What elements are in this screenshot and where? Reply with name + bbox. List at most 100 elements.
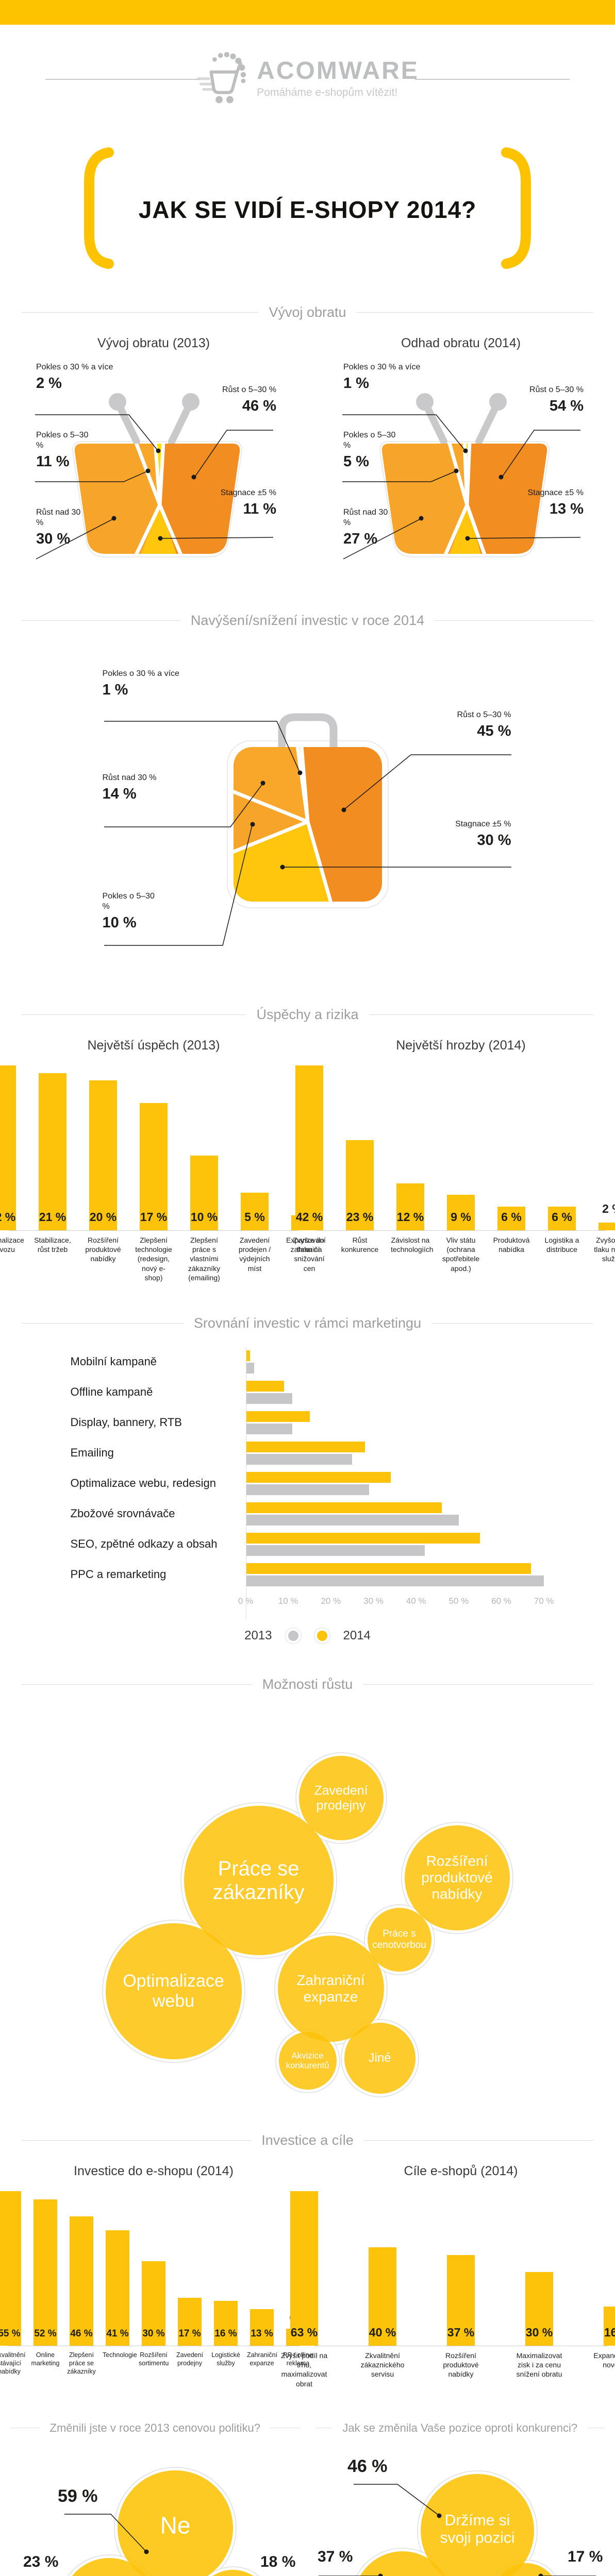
bar [447,2255,475,2346]
bar-column: 6 % Produktová nabídka [492,1065,531,1254]
bar-2013 [245,1453,353,1465]
callout-rust30-inv: Růst nad 30 % 14 % [102,773,157,802]
bubble-zahranicni-expanze: Zahraniční expanze [296,1972,365,2005]
bar-category: Stabilizace, růst tržeb [34,1236,71,1254]
chart-row: Mobilní kampaně [50,1347,566,1377]
bar-column: 5 % Zavedení prodejen / výdejních míst [235,1065,274,1273]
bar-chart-hrozby-2014: 42 % Zvyšování tlaku na snižování cen 23 … [293,1065,615,1273]
bar-chart-cile: 63 % Zvýšit podíl na trhu, maximalizovat … [281,2191,615,2388]
callout-stagnace-inv: Stagnace ±5 % 30 % [455,820,511,849]
bar [0,1065,16,1230]
bar [604,2306,615,2346]
callout-pokles530-2013: Pokles o 5–30 % 11 % [36,431,89,470]
bar-2013 [245,1575,544,1586]
row-label: Display, bannery, RTB [70,1416,182,1429]
main-title-block: JAK SE VIDÍ E-SHOPY 2014? [0,147,615,272]
section-title-pozice: Jak se změnila Vaše pozice oproti konkur… [315,2421,605,2435]
bar-category: Zkvalitnění stávající nabídky [0,2351,26,2376]
bar-value: 17 % [178,2328,201,2339]
acomware-cart-logo-icon [196,49,250,109]
bar-value: 2 % [602,1202,615,1215]
row-label: Zbožové srovnávače [70,1507,175,1520]
bar-category: PR / ofline reklama [283,2351,313,2367]
chart-row: Display, bannery, RTB [50,1408,566,1438]
bar-column: 17 % Zlepšení technologie (redesign, nový… [134,1065,173,1282]
callout-ne-value: 59 % [58,2486,98,2506]
bubble-prace-se-zakazniky: Práce se zákazníky [212,1857,305,1904]
bar-2014 [245,1441,365,1452]
bar-column: 46 % Zlepšení práce se zákazníky [67,2191,96,2376]
callout-pokles530-inv: Pokles o 5–30 % 10 % [102,892,155,931]
bar-category: Online marketing [31,2351,60,2367]
right-bracket-icon [500,147,533,272]
bar-value: 5 % [244,1210,265,1224]
bar-column: 10 % Zlepšení práce s vlastními zákazníky… [185,1065,224,1282]
bar-column: 55 % Zkvalitnění stávající nabídky [0,2191,26,2376]
bar-column: 20 % Rozšíření produktové nabídky [84,1065,123,1264]
bar [295,1065,323,1230]
divider-line [45,79,200,80]
bar-column: 16 % Logistické služby [211,2191,241,2368]
chart-title-odhad-2014: Odhad obratu (2014) [401,336,521,350]
bar-value: 16 % [604,2325,615,2339]
bar-2013 [245,1484,370,1495]
bar-2014 [245,1471,391,1483]
bar-category: Zlepšení práce s vlastními zákazníky (em… [188,1236,221,1282]
section-title-investice-cile: Investice a cíle [22,2132,593,2148]
bubble-ne: Ne [160,2512,191,2539]
bar-value: 10 % [190,1210,218,1224]
bar-column: 41 % Technologie [103,2191,137,2359]
bar-column: 52 % Online marketing [30,2191,60,2368]
bar-value: 6 % [552,1210,572,1224]
callout-zlevnili-value: 18 % [260,2553,296,2570]
bar-category: Zvyšování tlaku na šíři služeb [594,1236,615,1263]
bar [525,2272,553,2346]
bar-column: 42 % Zvyšování tlaku na snižování cen [290,1065,329,1273]
bar-value: 17 % [140,1210,168,1224]
bar-value: 37 % [447,2325,475,2339]
bar-column: 37 % Rozšíření produktové nabídky [434,2191,488,2379]
bubble-rozsireni-nabidky: Rozšíření produktové nabídky [421,1853,493,1903]
bar [447,1195,475,1230]
callout-pokles30-2014: Pokles o 30 % a více 1 % [343,363,421,392]
bar-category: Logistika a distribuce [544,1236,579,1254]
bar-2014 [245,1563,531,1574]
bar-category: Expandovat na nové trhy [593,2351,615,2369]
bar-value: 23 % [346,1210,374,1224]
bar-category: Zavedení prodejen / výdejních míst [238,1236,271,1273]
section-title-cenova-politika: Změnili jste v roce 2013 cenovou politik… [10,2421,300,2435]
bar-2013 [245,1362,255,1374]
row-label: Offline kampaně [70,1385,153,1399]
bar-column: 30 % Maximalizovat zisk i za cenu snížení… [512,2191,566,2379]
chart-row: Emailing [50,1438,566,1468]
bar-category: Zahraniční expanze [247,2351,278,2367]
cenova-politika-bubbles: Ne Ano, zdražili jsme Ano, zlevnili jsme… [0,2448,307,2576]
bar-category: Růst konkurence [341,1236,379,1254]
bar-category: Rozšíření produktové nabídky [85,1236,121,1263]
bar [89,1080,117,1230]
callout-pokles530-2014: Pokles o 5–30 % 5 % [343,431,396,470]
bubble-zavedeni-prodejny: Zavedení prodejny [314,1783,368,1812]
bar-category: Expanze do zahraničí [286,1236,324,1254]
bar-column: 30 % Rozšíření sortimentu [139,2191,169,2368]
callout-pokles30-2013: Pokles o 30 % a více 2 % [36,363,113,392]
chart-row: Optimalizace webu, redesign [50,1468,566,1499]
top-brand-bar [0,0,615,25]
bar [396,1183,424,1230]
row-label: SEO, zpětné odkazy a obsah [70,1537,218,1551]
chart-title-hrozby: Největší hrozby (2014) [396,1038,526,1053]
bar [0,2191,21,2346]
bar-value: 55 % [0,2328,21,2339]
row-label: Mobilní kampaně [70,1355,157,1368]
callout-rust530-2013: Růst o 5–30 % 46 % [222,385,276,414]
bar-value: 63 % [290,2325,318,2339]
section-title-moznosti-rustu: Možnosti růstu [22,1676,593,1692]
bar [34,2199,57,2346]
bar-column: 17 % Zavedení prodejny [175,2191,205,2368]
bar-2014 [245,1380,284,1392]
bar-column: 2 % Zvyšování tlaku na šíři služeb [593,1065,615,1264]
bar-column: 6 % Logistika a distribuce [542,1065,581,1254]
bar-column: 9 % Vliv státu (ochrana spotřebitele apod… [441,1065,480,1273]
bar-column: 23 % Růst konkurence [340,1065,379,1254]
callout-stagnace-2013: Stagnace ±5 % 11 % [220,488,276,517]
